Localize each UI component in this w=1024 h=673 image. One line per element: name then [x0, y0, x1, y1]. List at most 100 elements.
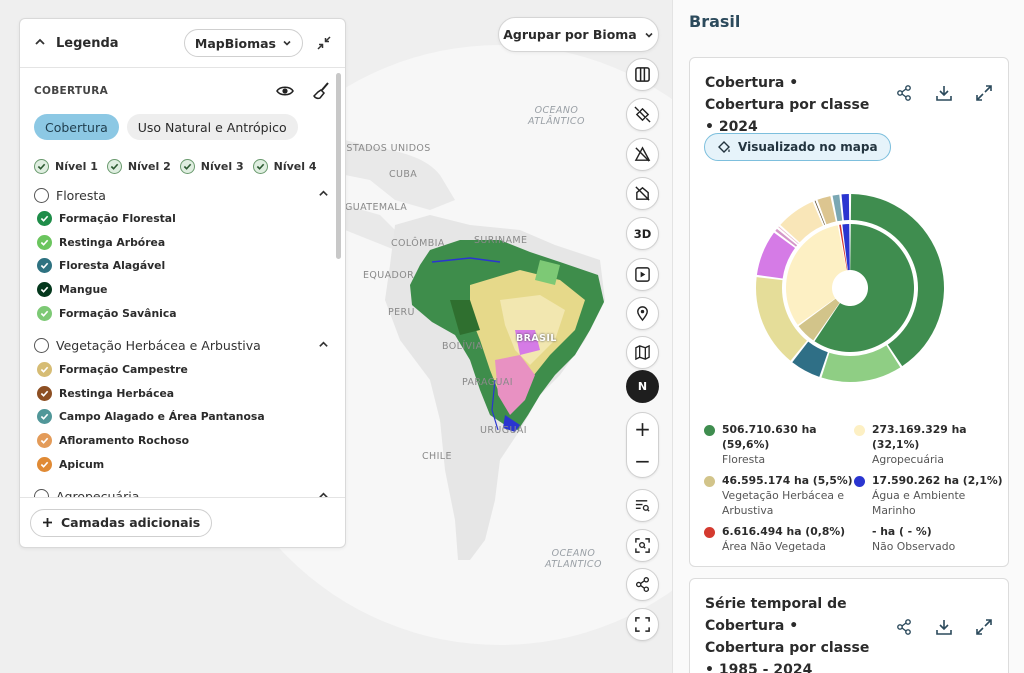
class-item[interactable]: Floresta Alagável — [34, 254, 331, 278]
class-item[interactable]: Restinga Herbácea — [34, 382, 331, 406]
level-4-checkbox[interactable]: Nível 4 — [252, 158, 317, 174]
check-icon[interactable] — [37, 282, 52, 298]
map-pin-icon — [637, 306, 648, 322]
class-item[interactable]: Afloramento Rochoso — [34, 429, 331, 453]
class-group[interactable]: Vegetação Herbácea e Arbustiva — [34, 334, 331, 358]
download-icon[interactable] — [934, 617, 954, 637]
share-icon[interactable] — [894, 617, 914, 637]
donut-outer-slice[interactable] — [841, 194, 850, 221]
chart-legend-item[interactable]: 506.710.630 ha (59,6%) Floresta — [704, 422, 854, 467]
radio-button[interactable] — [34, 338, 49, 354]
legend-scrollbar[interactable] — [336, 73, 341, 259]
chart-legend-item[interactable]: 17.590.262 ha (2,1%) Água e Ambiente Mari… — [854, 473, 1004, 518]
check-icon[interactable] — [37, 258, 52, 274]
chevron-up-icon[interactable] — [315, 339, 331, 353]
territory-off-button[interactable] — [626, 177, 659, 210]
compass-north-button[interactable]: N — [626, 370, 659, 403]
search-list-button[interactable] — [626, 489, 659, 522]
check-icon[interactable] — [37, 433, 52, 449]
location-button[interactable] — [626, 297, 659, 330]
map-label-cuba: CUBA — [389, 169, 418, 180]
expand-icon[interactable] — [974, 617, 994, 637]
chart-legend-item[interactable]: - ha ( - %) Não Observado — [854, 524, 1004, 554]
group-by-button[interactable]: Agrupar por Bioma — [498, 17, 659, 52]
donut-outer-slice[interactable] — [814, 200, 825, 225]
radio-button[interactable] — [34, 187, 49, 203]
check-icon[interactable] — [37, 305, 52, 321]
chevron-down-icon — [645, 32, 653, 38]
class-item[interactable]: Apicum — [34, 452, 331, 476]
chevron-up-icon[interactable] — [315, 188, 331, 202]
dataset-selector[interactable]: MapBiomas — [183, 29, 303, 57]
class-item[interactable]: Formação Savânica — [34, 301, 331, 325]
check-icon[interactable] — [37, 456, 52, 472]
donut-outer-slice[interactable] — [821, 345, 901, 382]
donut-inner-slice[interactable] — [786, 225, 847, 325]
donut-outer-slice[interactable] — [756, 232, 796, 279]
legend-title: Legenda — [56, 35, 119, 51]
share-map-button[interactable] — [626, 568, 659, 601]
eye-icon[interactable] — [275, 81, 295, 101]
donut-outer-slice[interactable] — [792, 341, 828, 377]
class-item[interactable]: Campo Alagado e Área Pantanosa — [34, 405, 331, 429]
check-icon[interactable] — [37, 211, 52, 227]
level-2-checkbox[interactable]: Nível 2 — [106, 158, 171, 174]
add-layers-button[interactable]: Camadas adicionais — [30, 508, 213, 537]
map-label-equador: EQUADOR — [363, 270, 415, 281]
check-icon[interactable] — [37, 362, 52, 378]
class-group[interactable]: Floresta — [34, 183, 331, 207]
radio-button[interactable] — [34, 489, 49, 497]
donut-inner-slice[interactable] — [839, 224, 848, 271]
donut-outer-slice[interactable] — [780, 201, 823, 243]
chart-legend-item[interactable]: 6.616.494 ha (0,8%) Área Não Vegetada — [704, 524, 854, 554]
tab-uso-natural-antropico[interactable]: Uso Natural e Antrópico — [126, 114, 298, 140]
legend-name: Água e Ambiente Marinho — [872, 489, 966, 517]
share-icon[interactable] — [894, 83, 914, 103]
check-icon[interactable] — [37, 234, 52, 250]
layers-columns-button[interactable] — [626, 58, 659, 91]
zoom-out-button[interactable]: − — [634, 449, 651, 473]
donut-outer-slice[interactable] — [817, 196, 836, 225]
class-item[interactable]: Formação Campestre — [34, 358, 331, 382]
satellite-button[interactable] — [626, 98, 659, 131]
map-icon — [635, 344, 650, 361]
fullscreen-button[interactable] — [626, 608, 659, 641]
class-item[interactable]: Formação Florestal — [34, 207, 331, 231]
donut-outer-slice[interactable] — [832, 194, 843, 222]
zoom-extent-button[interactable] — [626, 529, 659, 562]
expand-icon[interactable] — [974, 83, 994, 103]
visualized-on-map-badge[interactable]: Visualizado no mapa — [704, 133, 891, 161]
download-icon[interactable] — [934, 83, 954, 103]
class-item[interactable]: Mangue — [34, 278, 331, 302]
chart-legend-item[interactable]: 46.595.174 ha (5,5%) Vegetação Herbácea e… — [704, 473, 854, 518]
donut-outer-slice[interactable] — [778, 226, 799, 244]
plus-icon — [43, 518, 52, 527]
region-title: Brasil — [689, 12, 741, 31]
class-item[interactable]: Restinga Arbórea — [34, 231, 331, 255]
chevron-up-icon[interactable] — [34, 36, 50, 51]
legend-color-dot — [704, 476, 715, 487]
image-player-button[interactable] — [626, 258, 659, 291]
basemap-button[interactable] — [626, 336, 659, 369]
chevron-up-icon[interactable] — [315, 490, 331, 497]
donut-outer-slice[interactable] — [756, 277, 807, 361]
check-icon[interactable] — [37, 409, 52, 425]
donut-inner-slice[interactable] — [842, 224, 850, 271]
donut-inner-slice[interactable] — [798, 298, 840, 341]
check-icon[interactable] — [37, 385, 52, 401]
donut-outer-slice[interactable] — [850, 194, 944, 367]
chart-legend-item[interactable]: 273.169.329 ha (32,1%) Agropecuária — [854, 422, 1004, 467]
collapse-icon[interactable] — [315, 34, 333, 52]
donut-outer-slice[interactable] — [775, 228, 798, 247]
north-label: N — [637, 380, 648, 393]
paint-brush-icon[interactable] — [311, 81, 331, 101]
hide-layer-button[interactable] — [626, 138, 659, 171]
level-3-checkbox[interactable]: Nível 3 — [179, 158, 244, 174]
zoom-in-button[interactable]: + — [634, 417, 651, 441]
tab-cobertura[interactable]: Cobertura — [34, 114, 119, 140]
3d-button[interactable]: 3D — [626, 217, 659, 250]
donut-inner-slice[interactable] — [814, 224, 914, 352]
legend-name: Floresta — [722, 453, 766, 466]
class-group[interactable]: Agropecuária — [34, 485, 331, 497]
level-1-checkbox[interactable]: Nível 1 — [34, 158, 98, 174]
